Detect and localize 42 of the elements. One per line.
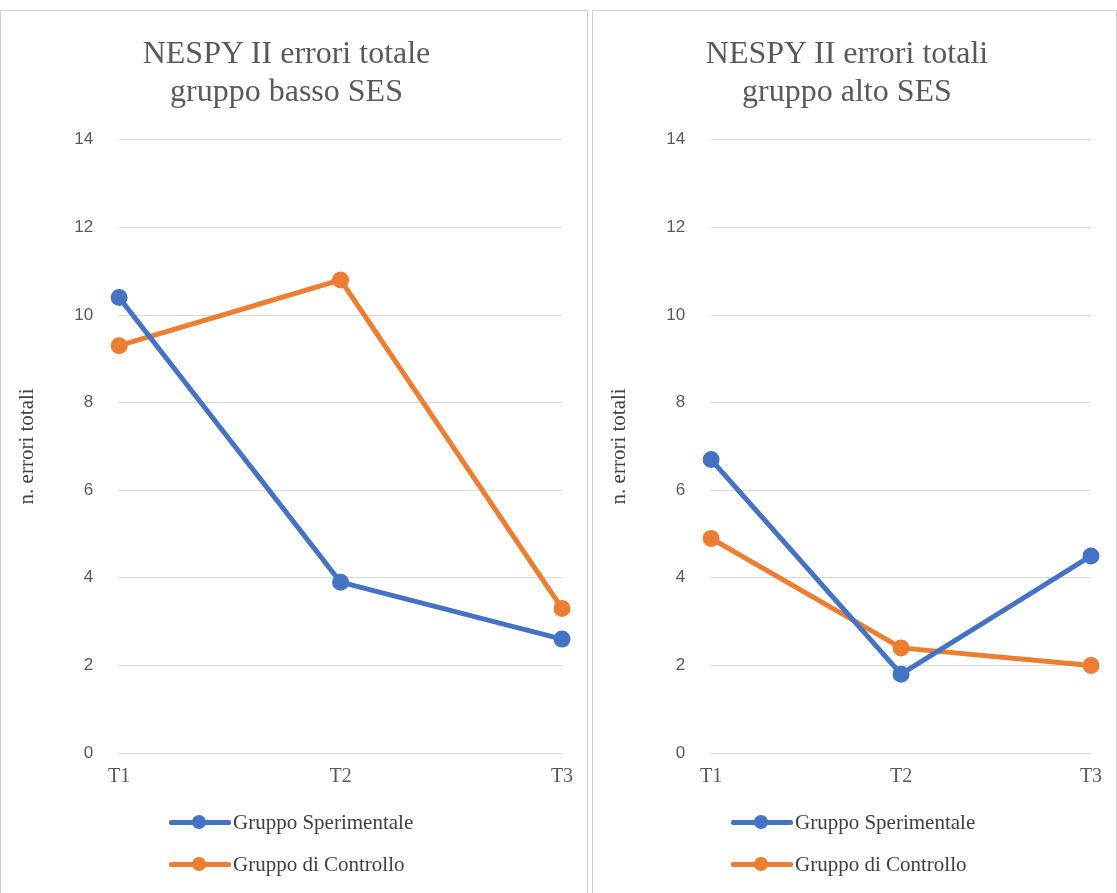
y-tick-label: 0	[675, 742, 686, 762]
y-tick-label: 2	[83, 655, 94, 675]
point	[332, 271, 350, 289]
point	[110, 337, 128, 355]
legend-label: Gruppo Sperimentale	[233, 809, 414, 835]
y-tick-label: 14	[666, 129, 686, 149]
point	[1082, 547, 1100, 565]
y-tick-label: 12	[666, 217, 686, 237]
y-tick-label: 10	[666, 304, 686, 324]
y-tick-label: 8	[83, 392, 94, 412]
y-tick-label: 8	[675, 392, 686, 412]
x-tick-label: T1	[108, 764, 131, 787]
point	[332, 573, 350, 591]
y-tick-label: 14	[74, 129, 94, 149]
legend-label: Gruppo di Controllo	[233, 851, 405, 877]
chart-title: NESPY II errori totale gruppo basso SES	[142, 33, 431, 109]
point	[702, 529, 720, 547]
y-tick-label: 12	[74, 217, 94, 237]
x-tick-label: T2	[889, 764, 913, 787]
x-tick-label: T1	[700, 764, 723, 787]
chart-title: NESPY II errori totali gruppo alto SES	[705, 33, 989, 109]
legend-label: Gruppo Sperimentale	[795, 809, 976, 835]
y-tick-label: 6	[675, 479, 686, 499]
point	[553, 599, 571, 617]
point	[1082, 656, 1100, 674]
point	[110, 288, 128, 306]
x-tick-label: T3	[1079, 764, 1103, 787]
point	[892, 639, 910, 657]
point	[892, 665, 910, 683]
x-tick-label: T2	[329, 764, 352, 787]
y-tick-label: 10	[74, 304, 94, 324]
legend-label: Gruppo di Controllo	[795, 851, 967, 877]
point	[702, 451, 720, 469]
x-tick-label: T3	[550, 764, 574, 787]
y-tick-label: 4	[675, 567, 686, 587]
y-tick-label: 6	[83, 479, 94, 499]
y-axis-title: n. errori totali	[606, 388, 631, 505]
y-tick-label: 2	[675, 655, 686, 675]
y-tick-label: 0	[83, 742, 94, 762]
point	[553, 630, 571, 648]
y-tick-label: 4	[83, 567, 94, 587]
y-axis-title: n. errori totali	[14, 388, 39, 505]
